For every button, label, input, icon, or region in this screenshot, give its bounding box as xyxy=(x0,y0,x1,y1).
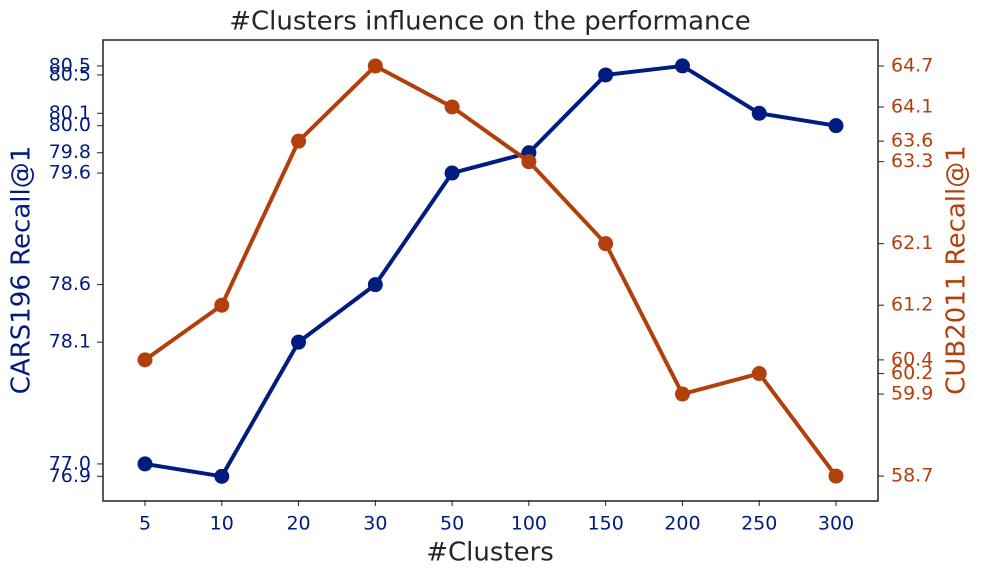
y2-tick-label: 63.3 xyxy=(891,150,933,172)
data-point xyxy=(367,277,383,293)
data-point xyxy=(751,366,767,382)
x-tick-label: 250 xyxy=(741,513,777,535)
x-tick-label: 10 xyxy=(210,513,234,535)
data-point xyxy=(367,58,383,74)
y2-axis-label: CUB2011 Recall@1 xyxy=(942,145,972,395)
x-tick-label: 50 xyxy=(440,513,464,535)
data-point xyxy=(751,105,767,121)
y-tick-label: 79.6 xyxy=(49,162,91,184)
y-tick-label: 80.0 xyxy=(49,114,91,136)
y-axis-label: CARS196 Recall@1 xyxy=(7,146,37,395)
y-tick-label: 77.0 xyxy=(49,452,91,474)
y2-tick-label: 60.2 xyxy=(891,362,933,384)
x-tick-label: 300 xyxy=(818,513,854,535)
y2-tick-label: 63.6 xyxy=(891,130,933,152)
y2-tick-label: 60.4 xyxy=(891,348,933,370)
y2-tick-label: 61.2 xyxy=(891,294,933,316)
data-point xyxy=(214,297,230,313)
data-point xyxy=(214,468,230,484)
data-point xyxy=(521,154,537,170)
x-tick-label: 20 xyxy=(286,513,310,535)
data-point xyxy=(598,67,614,83)
x-tick-label: 100 xyxy=(511,513,547,535)
y2-tick-label: 64.1 xyxy=(891,95,933,117)
data-point xyxy=(674,58,690,74)
data-point xyxy=(291,334,307,350)
y-tick-label: 78.6 xyxy=(49,273,91,295)
y2-tick-label: 58.7 xyxy=(891,465,933,487)
series-line xyxy=(144,63,837,479)
series-line xyxy=(143,63,838,478)
data-point xyxy=(828,118,844,134)
data-point xyxy=(674,386,690,402)
y-tick-label: 80.5 xyxy=(49,54,91,76)
x-tick-label: 200 xyxy=(664,513,700,535)
y-tick-label: 78.1 xyxy=(49,331,91,353)
y2-tick-label: 64.7 xyxy=(891,54,933,76)
x-tick-label: 30 xyxy=(363,513,387,535)
data-point xyxy=(444,99,460,115)
x-tick-label: 150 xyxy=(588,513,624,535)
y-tick-label: 76.9 xyxy=(49,465,91,487)
y-tick-label: 80.5 xyxy=(49,63,91,85)
x-tick-label: 5 xyxy=(139,513,151,535)
y-tick-label: 80.1 xyxy=(49,102,91,124)
y2-tick-label: 59.9 xyxy=(891,383,933,405)
data-point xyxy=(828,468,844,484)
chart-title: #Clusters influence on the performance xyxy=(229,7,751,37)
data-point xyxy=(137,456,153,472)
data-point xyxy=(598,236,614,252)
plot-frame xyxy=(102,39,879,502)
y-tick-label: 79.8 xyxy=(49,141,91,163)
x-axis-label: #Clusters xyxy=(426,538,554,568)
y2-tick-label: 62.1 xyxy=(891,232,933,254)
data-point xyxy=(137,352,153,368)
data-point xyxy=(444,165,460,181)
data-point xyxy=(291,133,307,149)
